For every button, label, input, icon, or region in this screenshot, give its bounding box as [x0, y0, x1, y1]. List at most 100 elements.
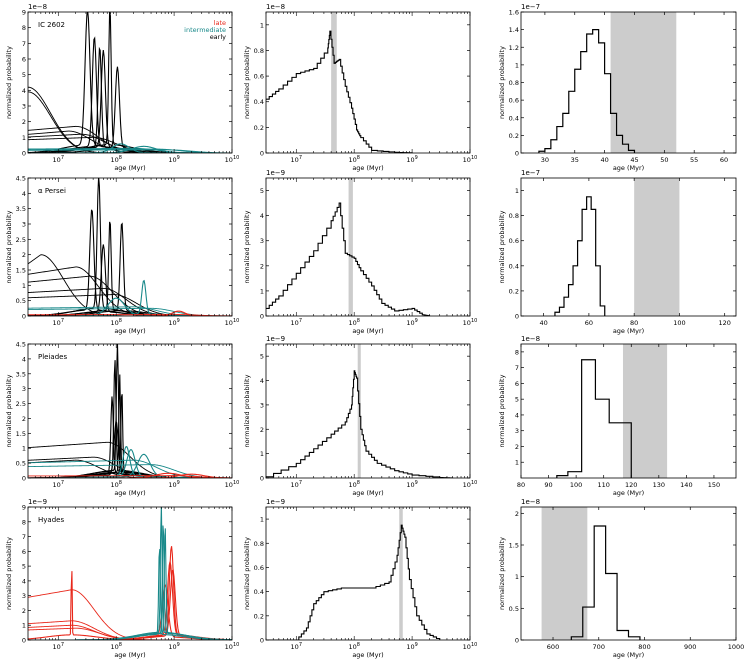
histogram-steps	[554, 196, 606, 316]
axes-frame	[520, 177, 737, 317]
x-axis-label: age (Myr)	[613, 164, 644, 172]
combined-curve	[266, 30, 413, 153]
x-tick-label: 1010	[225, 480, 240, 489]
y-tick-label: 1	[22, 445, 26, 453]
combined-curve	[266, 202, 431, 316]
y-tick-label: 1	[260, 287, 264, 295]
x-axis-label: age (Myr)	[352, 327, 383, 335]
early-broad-curve	[28, 130, 232, 153]
panel-r2-c3: 0 0.2 0.4 0.6 0.8 1 40 60 80 100 120 age (Myr) norma…	[498, 169, 737, 335]
y-tick-label: 5	[260, 353, 264, 361]
panel-r3-c2: 0 1 2 3 4 5 107 108 109 1010 age (Myr) normalized p…	[243, 335, 477, 497]
y-tick-label: 2	[260, 262, 264, 270]
panel-r1-c1: 0 1 2 3 4 5 6 7 8 9 107 108 109 1010 age (Myr) normaliz…	[5, 3, 239, 172]
y-tick-label: 4	[22, 87, 26, 95]
y-tick-label: 6	[22, 56, 26, 64]
y-axis-label: normalized probability	[5, 210, 13, 283]
early-peak-curve	[28, 178, 232, 316]
x-tick-label: 107	[53, 480, 64, 489]
early-peak-curve	[28, 46, 232, 153]
combined-curve	[266, 524, 441, 640]
y-tick-label: 1	[22, 134, 26, 142]
y-axis-label: normalized probability	[498, 46, 506, 119]
axes-frame	[27, 11, 233, 154]
y-tick-label: 7	[22, 40, 26, 48]
x-tick-label: 120	[625, 481, 637, 489]
y-tick-label: 4	[260, 212, 264, 220]
age-band	[610, 12, 677, 153]
late-broad-curve	[28, 589, 232, 640]
age-band	[331, 12, 337, 153]
early-broad-curve	[28, 287, 232, 316]
x-axis-label: age (Myr)	[352, 651, 383, 659]
late-peak-curve	[28, 571, 232, 640]
plot-area	[266, 344, 454, 478]
intermediate-peak-curve	[28, 528, 232, 640]
early-peak-curve	[28, 49, 232, 153]
x-axis-label: age (Myr)	[114, 327, 145, 335]
y-tick-label: 9	[22, 504, 26, 512]
y-tick-label: 1	[515, 61, 519, 69]
x-tick-label: 800	[638, 643, 650, 651]
y-tick-label: 0.6	[509, 237, 519, 245]
y-tick-label: 8	[515, 348, 519, 356]
y-tick-label: 1.2	[509, 44, 519, 52]
plot-area	[554, 178, 680, 316]
y-tick-label: 0.5	[509, 605, 519, 613]
histogram-steps	[556, 359, 632, 478]
y-tick-label: 0	[260, 313, 264, 321]
x-tick-label: 1010	[463, 642, 478, 651]
x-tick-label: 1010	[225, 318, 240, 327]
y-tick-label: 2.5	[16, 400, 26, 408]
x-tick-label: 35	[571, 156, 579, 164]
axes-frame	[265, 177, 471, 317]
y-tick-label: 2	[22, 118, 26, 126]
axes-frame	[520, 506, 737, 641]
x-tick-label: 109	[406, 155, 417, 164]
axes-frame	[265, 343, 471, 479]
x-tick-label: 140	[680, 481, 692, 489]
x-tick-label: 109	[406, 480, 417, 489]
plot-area	[538, 12, 677, 153]
x-axis-label: age (Myr)	[114, 489, 145, 497]
y-tick-label: 1	[22, 282, 26, 290]
scale-label: 1e−9	[266, 335, 285, 343]
cluster-title: IC 2602	[38, 21, 65, 29]
y-axis-label: normalized probability	[5, 46, 13, 119]
histogram-steps	[538, 29, 636, 153]
x-tick-label: 107	[53, 642, 64, 651]
y-tick-label: 0	[515, 150, 519, 158]
x-tick-label: 108	[348, 480, 359, 489]
y-tick-label: 7	[515, 364, 519, 372]
y-axis-label: normalized probability	[243, 210, 251, 283]
x-tick-label: 108	[110, 480, 121, 489]
plot-area	[266, 12, 413, 153]
x-tick-label: 80	[630, 319, 638, 327]
x-tick-label: 109	[168, 480, 179, 489]
y-tick-label: 2	[22, 415, 26, 423]
y-tick-label: 0.6	[254, 73, 264, 81]
y-axis-label: normalized probability	[498, 210, 506, 283]
y-tick-label: 0	[22, 313, 26, 321]
x-tick-label: 109	[406, 642, 417, 651]
x-tick-label: 108	[110, 318, 121, 327]
plot-area	[28, 507, 232, 640]
x-axis-label: age (Myr)	[114, 651, 145, 659]
x-tick-label: 109	[168, 155, 179, 164]
y-tick-label: 1	[260, 21, 264, 29]
y-axis-label: normalized probability	[243, 374, 251, 447]
y-tick-label: 8	[22, 518, 26, 526]
scale-label: 1e−7	[521, 3, 540, 11]
cluster-title: α Persei	[38, 187, 66, 195]
x-tick-label: 40	[600, 156, 608, 164]
y-tick-label: 0.2	[509, 132, 519, 140]
y-tick-label: 4	[22, 577, 26, 585]
x-tick-label: 45	[630, 156, 638, 164]
x-axis-label: age (Myr)	[352, 489, 383, 497]
x-tick-label: 1010	[225, 155, 240, 164]
intermediate-peak-curve	[28, 525, 232, 640]
y-tick-label: 0.6	[254, 564, 264, 572]
x-tick-label: 107	[291, 318, 302, 327]
scale-label: 1e−8	[266, 3, 285, 11]
